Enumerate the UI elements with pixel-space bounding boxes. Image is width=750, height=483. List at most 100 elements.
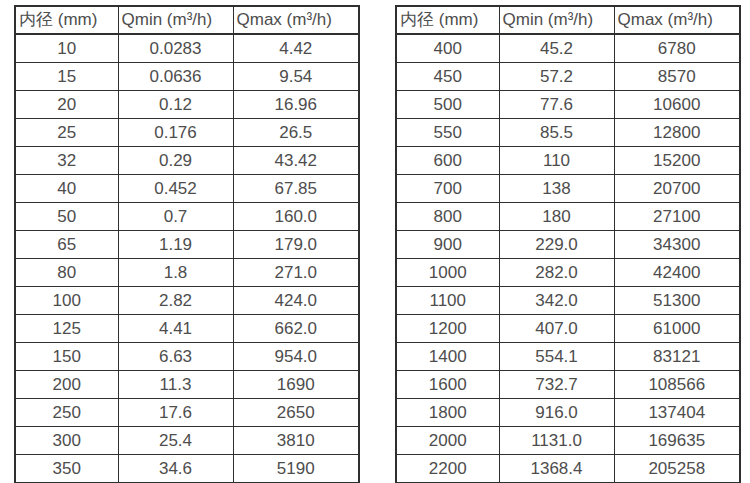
qmin-cell: 229.0 [499,231,614,259]
qmax-cell: 10600 [614,91,740,119]
qmax-cell: 51300 [614,287,740,315]
qmin-cell: 1368.4 [499,455,614,483]
qmax-cell: 34300 [614,231,740,259]
table-row: 1800916.0137404 [396,399,740,427]
qmax-cell: 12800 [614,119,740,147]
table-row: 1600732.7108566 [396,371,740,399]
qmax-cell: 3810 [233,427,359,455]
qmin-cell: 0.29 [118,147,233,175]
qmax-cell: 43.42 [233,147,359,175]
qmax-cell: 27100 [614,203,740,231]
diameter-cell: 400 [396,34,499,63]
table-row: 320.2943.42 [15,147,359,175]
table-row: 20001131.0169635 [396,427,740,455]
diameter-cell: 1000 [396,259,499,287]
qmin-cell: 110 [499,147,614,175]
table-row: 200.1216.96 [15,91,359,119]
qmax-cell: 205258 [614,455,740,483]
flow-rate-table-large-diameters: 内径 (mm) Qmin (m³/h) Qmax (m³/h) 40045.26… [395,5,741,483]
qmax-cell: 42400 [614,259,740,287]
table-row: 22001368.4205258 [396,455,740,483]
header-qmin: Qmin (m³/h) [499,6,614,34]
table-row: 35034.65190 [15,455,359,483]
table-row: 100.02834.42 [15,34,359,63]
table-body: 40045.2678045057.2857050077.61060055085.… [396,34,740,483]
diameter-cell: 40 [15,175,118,203]
qmax-cell: 137404 [614,399,740,427]
qmax-cell: 4.42 [233,34,359,63]
diameter-cell: 200 [15,371,118,399]
diameter-cell: 1600 [396,371,499,399]
table-row: 20011.31690 [15,371,359,399]
qmax-cell: 15200 [614,147,740,175]
qmax-cell: 9.54 [233,63,359,91]
qmin-cell: 1.8 [118,259,233,287]
table-row: 40045.26780 [396,34,740,63]
table-row: 45057.28570 [396,63,740,91]
table-row: 651.19179.0 [15,231,359,259]
table-row: 250.17626.5 [15,119,359,147]
diameter-cell: 150 [15,343,118,371]
table-row: 50077.610600 [396,91,740,119]
qmin-cell: 0.0283 [118,34,233,63]
qmin-cell: 0.7 [118,203,233,231]
qmax-cell: 20700 [614,175,740,203]
qmax-cell: 160.0 [233,203,359,231]
qmax-cell: 954.0 [233,343,359,371]
qmax-cell: 6780 [614,34,740,63]
table-body: 100.02834.42150.06369.54200.1216.96250.1… [15,34,359,483]
diameter-cell: 15 [15,63,118,91]
header-diameter: 内径 (mm) [396,6,499,34]
qmin-cell: 45.2 [499,34,614,63]
diameter-cell: 80 [15,259,118,287]
qmin-cell: 554.1 [499,343,614,371]
table-row: 1400554.183121 [396,343,740,371]
table-row: 60011015200 [396,147,740,175]
flow-rate-table-small-diameters: 内径 (mm) Qmin (m³/h) Qmax (m³/h) 100.0283… [14,5,360,483]
qmax-cell: 26.5 [233,119,359,147]
qmin-cell: 0.452 [118,175,233,203]
qmax-cell: 662.0 [233,315,359,343]
tables-container: 内径 (mm) Qmin (m³/h) Qmax (m³/h) 100.0283… [0,0,750,483]
qmin-cell: 11.3 [118,371,233,399]
diameter-cell: 2000 [396,427,499,455]
qmin-cell: 2.82 [118,287,233,315]
qmin-cell: 916.0 [499,399,614,427]
qmax-cell: 16.96 [233,91,359,119]
qmax-cell: 179.0 [233,231,359,259]
table-row: 1506.63954.0 [15,343,359,371]
diameter-cell: 550 [396,119,499,147]
diameter-cell: 1200 [396,315,499,343]
header-row: 内径 (mm) Qmin (m³/h) Qmax (m³/h) [396,6,740,34]
qmax-cell: 2650 [233,399,359,427]
diameter-cell: 1800 [396,399,499,427]
table-row: 80018027100 [396,203,740,231]
table-row: 801.8271.0 [15,259,359,287]
table-row: 900229.034300 [396,231,740,259]
qmax-cell: 424.0 [233,287,359,315]
qmin-cell: 732.7 [499,371,614,399]
table-row: 500.7160.0 [15,203,359,231]
qmin-cell: 85.5 [499,119,614,147]
header-qmax: Qmax (m³/h) [233,6,359,34]
qmax-cell: 108566 [614,371,740,399]
diameter-cell: 20 [15,91,118,119]
header-qmax: Qmax (m³/h) [614,6,740,34]
table-row: 150.06369.54 [15,63,359,91]
table-row: 1002.82424.0 [15,287,359,315]
qmin-cell: 34.6 [118,455,233,483]
qmin-cell: 25.4 [118,427,233,455]
table-row: 400.45267.85 [15,175,359,203]
diameter-cell: 300 [15,427,118,455]
table-row: 1200407.061000 [396,315,740,343]
diameter-cell: 125 [15,315,118,343]
diameter-cell: 800 [396,203,499,231]
table-row: 1254.41662.0 [15,315,359,343]
qmax-cell: 8570 [614,63,740,91]
qmin-cell: 17.6 [118,399,233,427]
qmin-cell: 57.2 [499,63,614,91]
header-diameter: 内径 (mm) [15,6,118,34]
diameter-cell: 2200 [396,455,499,483]
qmax-cell: 5190 [233,455,359,483]
diameter-cell: 50 [15,203,118,231]
